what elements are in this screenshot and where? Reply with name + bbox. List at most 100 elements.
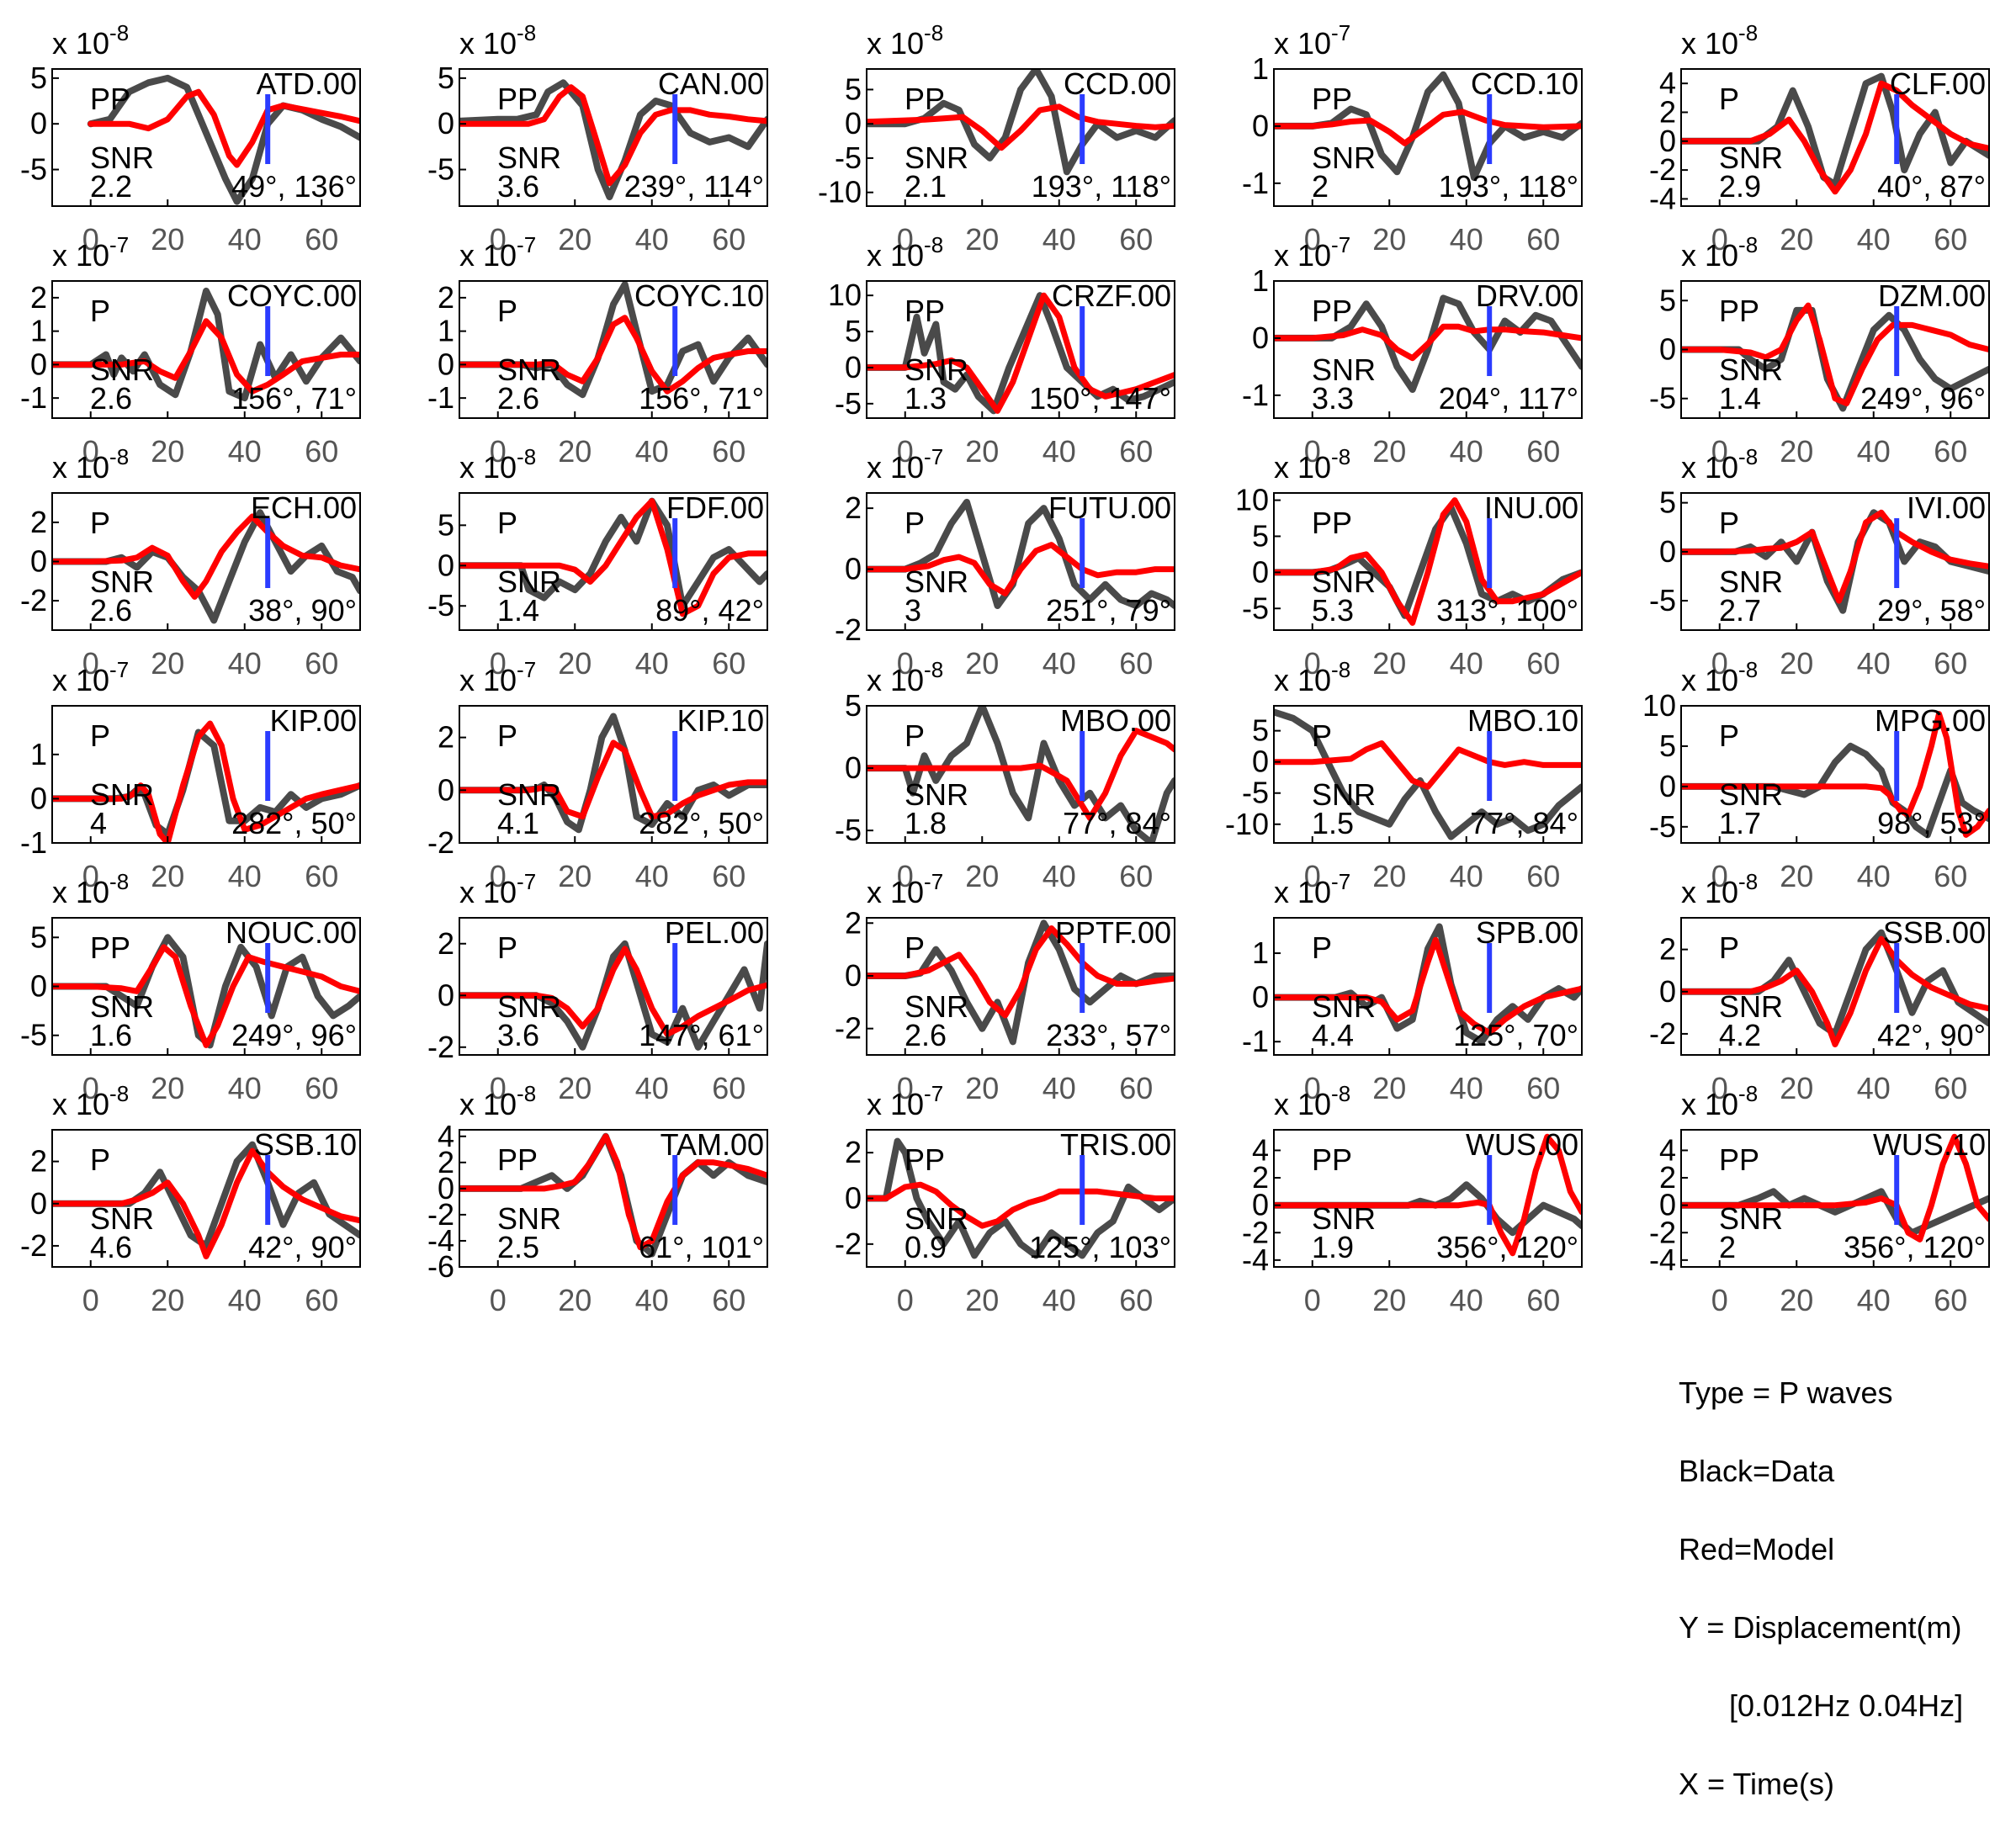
data-trace [459,281,767,399]
station-label: TAM.00 [661,1127,764,1162]
y-tick-label: -2 [427,825,454,860]
phase-label: P [1719,506,1739,540]
axes-box [51,68,361,207]
snr-value: 2 [1719,1230,1736,1264]
exponent-power: -8 [924,657,943,682]
snr-value: 2.6 [90,381,132,416]
model-trace [1274,1133,1582,1257]
exponent-power: -8 [924,232,943,257]
y-tick-label: 1 [438,314,454,348]
x-tick-label: 20 [1780,646,1813,681]
snr-title: SNR [90,989,154,1024]
x-tick-label: 60 [1526,646,1560,681]
x-tick-label: 60 [1526,859,1560,893]
x-tick-label: 60 [712,434,745,469]
azimuth-distance-label: 89°, 42° [655,593,764,628]
axes-box [866,280,1175,419]
x-tick-label: 60 [712,222,745,257]
exponent-label: x 10-8 [459,1081,536,1121]
y-tick-label: 5 [438,507,454,542]
snr-value: 1.8 [905,806,947,840]
model-trace [459,1133,767,1251]
y-tick-label: 0 [30,347,47,381]
y-tick-label: 0 [438,347,454,381]
x-tick-label: 20 [558,434,592,469]
snr-value: 1.6 [90,1018,132,1052]
x-tick-label: 40 [228,646,262,681]
x-tick-label: 20 [1780,1283,1813,1317]
y-tick-label: -6 [427,1249,454,1284]
y-tick-label: 10 [1642,688,1676,723]
phase-label: PP [90,930,130,965]
snr-title: SNR [497,989,561,1024]
exponent-label: x 10-7 [867,869,943,909]
y-tick-label: 4 [1659,66,1676,100]
azimuth-distance-label: 249°, 96° [231,1018,357,1052]
azimuth-distance-label: 125°, 70° [1453,1018,1578,1052]
x-tick-label: 40 [228,1071,262,1105]
snr-title: SNR [1719,352,1783,387]
phase-label: P [90,1142,110,1177]
y-tick-label: 4 [1252,1132,1269,1167]
y-tick-label: -2 [1649,152,1676,187]
snr-value: 0.9 [905,1230,947,1264]
x-tick-label: 0 [1304,859,1321,893]
exponent-label: x 10-7 [1274,20,1350,61]
station-label: PPTF.00 [1055,915,1171,950]
model-trace [1274,109,1582,146]
x-tick-label: 40 [1450,1071,1483,1105]
azimuth-distance-label: 251°, 79° [1046,593,1171,628]
snr-title: SNR [1719,564,1783,599]
phase-label: P [905,930,925,965]
exponent-power: -8 [924,20,943,45]
y-tick-label: 10 [1235,483,1269,517]
x-tick-label: 0 [1304,1071,1321,1105]
x-tick-label: 0 [490,222,507,257]
y-tick-label: -5 [20,1018,47,1052]
y-tick-label: 0 [845,552,862,586]
y-tick-label: 1 [1252,51,1269,86]
model-trace [1274,740,1582,790]
phase-label: P [905,506,925,540]
x-tick-label: 60 [305,859,338,893]
x-tick-label: 60 [1119,434,1153,469]
snr-value: 2.2 [90,169,132,204]
model-trace [52,318,360,395]
x-tick-label: 40 [1450,859,1483,893]
y-tick-label: -5 [1649,583,1676,617]
exponent-label: x 10-8 [1681,869,1758,909]
exponent-power: -8 [1738,20,1758,45]
station-label: MBO.00 [1060,703,1171,738]
azimuth-distance-label: 42°, 90° [1877,1018,1986,1052]
data-trace [867,498,1175,609]
station-label: CRZF.00 [1052,278,1171,313]
azimuth-distance-label: 204°, 117° [1439,381,1578,416]
y-tick-label: 0 [30,969,47,1004]
x-tick-label: 0 [1711,646,1728,681]
x-tick-label: 20 [558,1283,592,1317]
snr-value: 3.3 [1312,381,1354,416]
model-trace [867,728,1175,821]
y-tick-label: 2 [845,490,862,525]
y-tick-label: -5 [835,140,862,175]
azimuth-distance-label: 282°, 50° [231,806,357,840]
x-tick-label: 60 [1934,222,1967,257]
y-tick-label: -1 [1242,166,1269,200]
x-tick-label: 40 [1450,1283,1483,1317]
snr-value: 2.6 [90,593,132,628]
axes-box [866,68,1175,207]
snr-value: 4.4 [1312,1018,1354,1052]
axes-box [1680,1129,1990,1268]
x-tick-label: 0 [897,434,914,469]
x-tick-label: 60 [1934,434,1967,469]
y-tick-label: 0 [438,106,454,140]
legend-x: X = Time(s) [1679,1767,1835,1801]
y-tick-label: 5 [845,72,862,106]
x-tick-label: 20 [965,646,999,681]
